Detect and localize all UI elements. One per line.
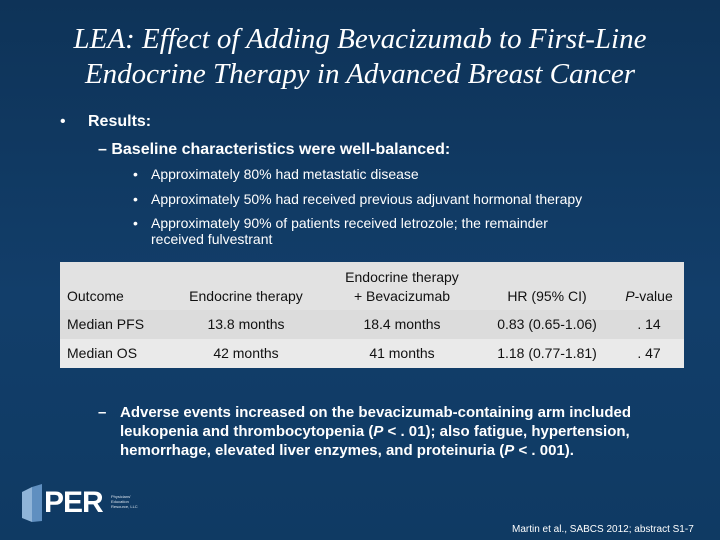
header-endocrine-bev-line-1: Endocrine therapy: [345, 269, 459, 285]
slide-title: LEA: Effect of Adding Bevacizumab to Fir…: [0, 22, 720, 92]
header-outcome: Outcome: [60, 262, 168, 310]
results-table: Outcome Endocrine therapy Endocrine ther…: [60, 262, 684, 368]
sub-bullet-text-line-1: Approximately 90% of patients received l…: [151, 215, 548, 231]
per-logo-icon: [22, 484, 42, 522]
header-hr: HR (95% CI): [480, 262, 614, 310]
sub-bullet-marker: •: [133, 215, 138, 231]
table-cell: 42 months: [168, 339, 324, 368]
table-cell: . 47: [614, 339, 684, 368]
sub-bullet-text: Approximately 50% had received previous …: [151, 191, 583, 207]
table-cell: 18.4 months: [324, 310, 480, 339]
adverse-events-text: Adverse events increased on the bevacizu…: [120, 404, 631, 459]
title-line-2: Endocrine Therapy in Advanced Breast Can…: [84, 58, 636, 90]
bullet-marker: •: [60, 113, 66, 130]
logo-tagline: Physicians' Education Resource, LLC: [111, 494, 138, 509]
header-endocrine: Endocrine therapy: [168, 262, 324, 310]
table-cell: 13.8 months: [168, 310, 324, 339]
header-endocrine-bev: Endocrine therapy + Bevacizumab: [324, 262, 480, 310]
table-row: Median PFS: [60, 310, 168, 339]
header-endocrine-bev-line-2: + Bevacizumab: [353, 288, 451, 304]
sub-bullet-text: Approximately 80% had metastatic disease: [151, 166, 419, 182]
title-line-1: LEA: Effect of Adding Bevacizumab to Fir…: [73, 23, 647, 55]
table-cell: 41 months: [324, 339, 480, 368]
table-cell: . 14: [614, 310, 684, 339]
baseline-heading: – Baseline characteristics were well-bal…: [98, 141, 451, 158]
header-pvalue: P-value: [614, 262, 684, 310]
table-cell: 1.18 (0.77-1.81): [480, 339, 614, 368]
logo-text: PER: [44, 486, 104, 519]
results-label: Results:: [88, 113, 152, 130]
header-p-suffix: -value: [634, 288, 673, 304]
sub-bullet-marker: •: [133, 191, 138, 207]
table-row: Median OS: [60, 339, 168, 368]
sub-bullet-text: Approximately 90% of patients received l…: [151, 215, 548, 247]
table-cell: 0.83 (0.65-1.06): [480, 310, 614, 339]
sub-bullet-text-line-2: received fulvestrant: [151, 231, 273, 247]
citation: Martin et al., SABCS 2012; abstract S1-7: [512, 524, 694, 535]
dash-marker: –: [98, 404, 107, 421]
sub-bullet-marker: •: [133, 166, 138, 182]
header-p-italic: P: [625, 288, 635, 304]
